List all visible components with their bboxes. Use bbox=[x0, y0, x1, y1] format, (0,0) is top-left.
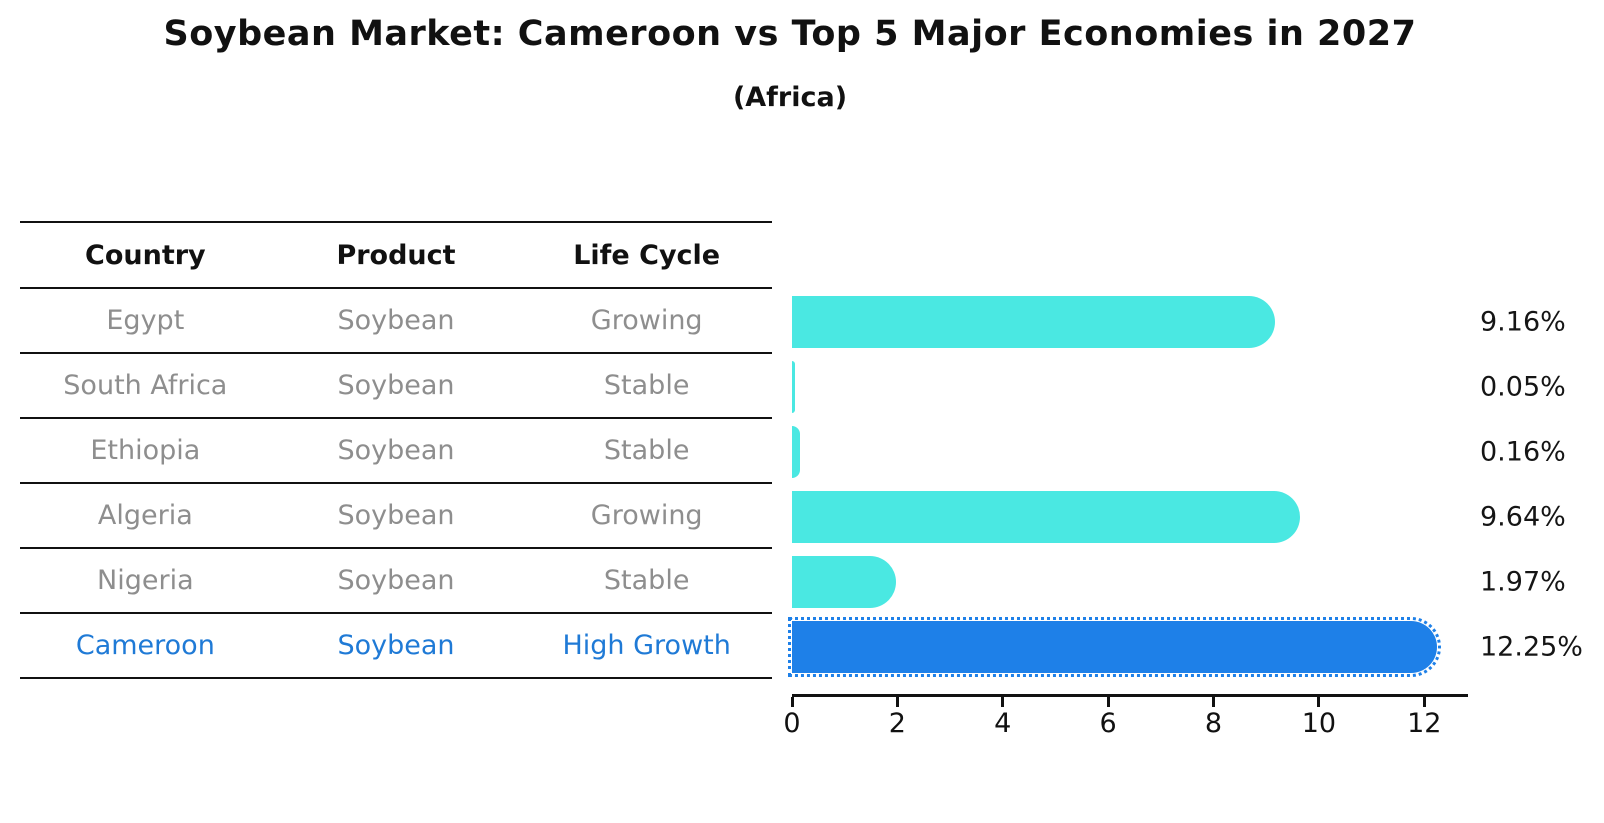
bar-algeria bbox=[792, 491, 1300, 543]
cell-country: Egypt bbox=[106, 305, 185, 336]
chart-title: Soybean Market: Cameroon vs Top 5 Major … bbox=[163, 14, 1417, 54]
value-label-ethiopia: 0.16% bbox=[1480, 436, 1566, 468]
column-header-product: Product bbox=[336, 239, 456, 271]
x-tick-label-0: 0 bbox=[783, 708, 801, 739]
table-row-egypt: Egypt Soybean Growing bbox=[20, 289, 772, 354]
country-table: Country Product Life Cycle Egypt Soybean G… bbox=[20, 221, 772, 679]
bar-ethiopia bbox=[792, 426, 801, 478]
cell-life-cycle: Stable bbox=[603, 565, 690, 596]
cell-country: Cameroon bbox=[75, 630, 215, 661]
bar-cameroon bbox=[787, 617, 1442, 677]
cell-life-cycle: Growing bbox=[590, 500, 703, 531]
column-header-country: Country bbox=[85, 239, 206, 271]
x-tick-label-2: 2 bbox=[888, 708, 906, 739]
cell-country: South Africa bbox=[63, 370, 228, 401]
cell-country: Nigeria bbox=[97, 565, 194, 596]
cell-life-cycle: Stable bbox=[603, 435, 690, 466]
x-tick-label-12: 12 bbox=[1407, 708, 1442, 739]
cell-product: Soybean bbox=[337, 305, 455, 336]
x-tick-mark-4 bbox=[1001, 697, 1005, 707]
cell-product: Soybean bbox=[337, 500, 455, 531]
value-label-cameroon: 12.25% bbox=[1480, 631, 1583, 663]
x-tick-label-4: 4 bbox=[994, 708, 1012, 739]
cell-country: Ethiopia bbox=[90, 435, 201, 466]
bar-nigeria bbox=[792, 556, 896, 608]
bar-egypt bbox=[792, 296, 1275, 348]
table-row-nigeria: Nigeria Soybean Stable bbox=[20, 549, 772, 614]
x-tick-mark-2 bbox=[895, 697, 899, 707]
table-row-algeria: Algeria Soybean Growing bbox=[20, 484, 772, 549]
cell-life-cycle: Growing bbox=[590, 305, 703, 336]
value-label-south-africa: 0.05% bbox=[1480, 371, 1566, 403]
cell-life-cycle: Stable bbox=[603, 370, 690, 401]
value-label-algeria: 9.64% bbox=[1480, 501, 1566, 533]
value-label-egypt: 9.16% bbox=[1480, 306, 1566, 338]
x-tick-mark-0 bbox=[790, 697, 794, 707]
table-row-ethiopia: Ethiopia Soybean Stable bbox=[20, 419, 772, 484]
x-axis-line bbox=[792, 694, 1468, 697]
x-tick-mark-10 bbox=[1317, 697, 1321, 707]
table-row-cameroon: Cameroon Soybean High Growth bbox=[20, 614, 772, 679]
x-tick-label-6: 6 bbox=[1099, 708, 1117, 739]
chart-subtitle: (Africa) bbox=[732, 82, 848, 113]
value-label-nigeria: 1.97% bbox=[1480, 566, 1566, 598]
table-row-south-africa: South Africa Soybean Stable bbox=[20, 354, 772, 419]
cell-product: Soybean bbox=[337, 435, 455, 466]
column-header-life-cycle: Life Cycle bbox=[573, 239, 721, 271]
table-header-row: Country Product Life Cycle bbox=[20, 223, 772, 289]
bar-south-africa bbox=[792, 361, 795, 413]
x-tick-mark-8 bbox=[1212, 697, 1215, 707]
cell-product: Soybean bbox=[337, 370, 455, 401]
cell-product: Soybean bbox=[337, 565, 455, 596]
x-tick-mark-12 bbox=[1422, 697, 1426, 707]
cell-product: Soybean bbox=[337, 630, 455, 661]
x-tick-label-8: 8 bbox=[1204, 708, 1223, 739]
cell-country: Algeria bbox=[97, 500, 193, 531]
x-tick-label-10: 10 bbox=[1301, 708, 1337, 739]
cell-life-cycle: High Growth bbox=[562, 630, 731, 661]
table-body: Egypt Soybean Growing South Africa Soybean St… bbox=[20, 289, 772, 679]
x-tick-mark-6 bbox=[1106, 697, 1110, 707]
